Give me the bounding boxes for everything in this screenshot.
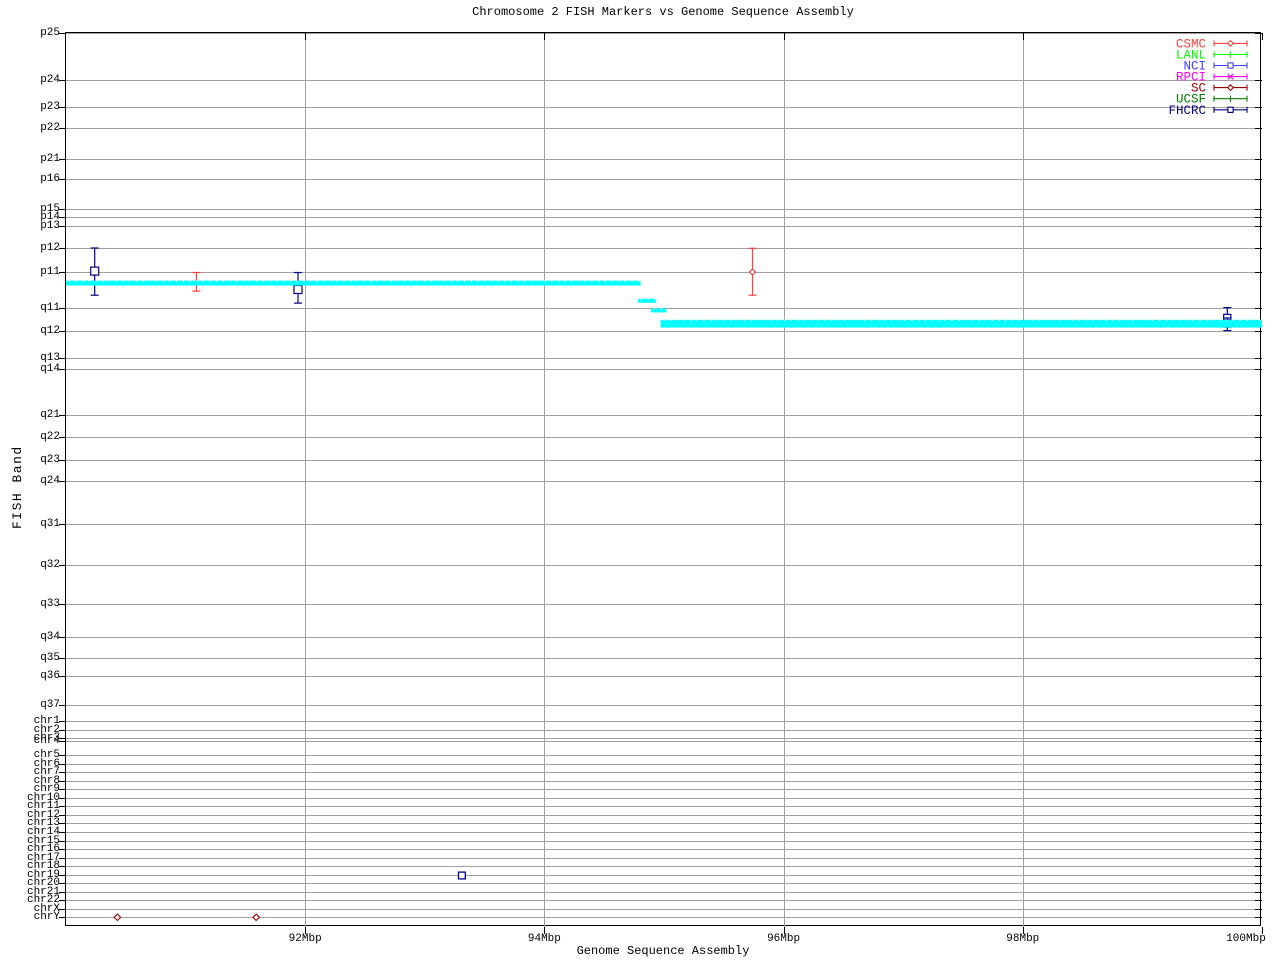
svg-text:FHCRC: FHCRC [1168,104,1206,118]
